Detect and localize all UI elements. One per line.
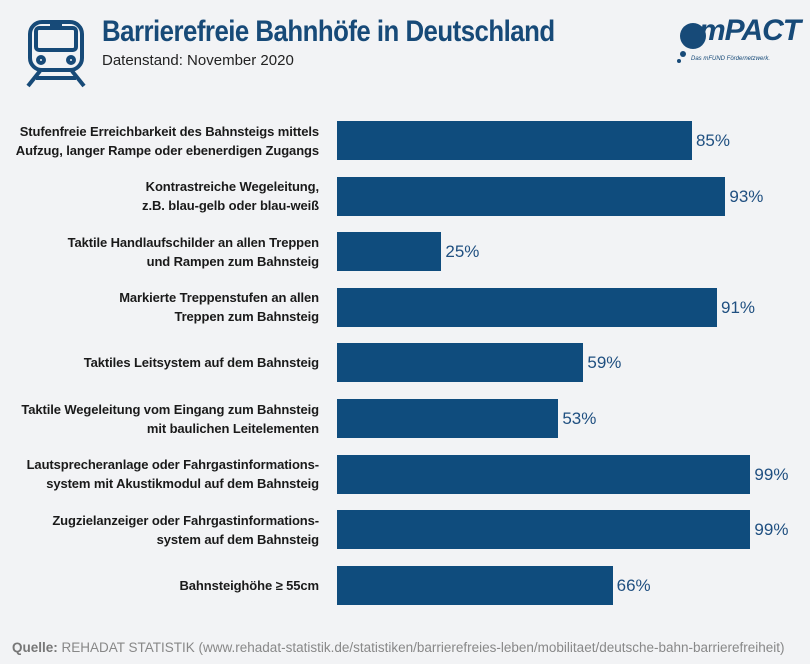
value-label: 99%: [754, 464, 789, 484]
category-label-line: Markierte Treppenstufen an allen: [119, 290, 319, 306]
category-label: Taktiles Leitsystem auf dem Bahnsteig: [84, 353, 319, 372]
category-label: Bahnsteighöhe ≥ 55cm: [179, 576, 319, 595]
category-label-line: Taktile Handlaufschilder an allen Treppe…: [67, 234, 320, 250]
logo-word: mPACT: [699, 14, 801, 47]
value-label: 53%: [562, 409, 597, 428]
source-label: Quelle:: [12, 640, 58, 655]
category-label-line: mit baulichen Leitelementen: [146, 420, 319, 436]
value-label: 85%: [695, 131, 730, 150]
source-note: Quelle: REHADAT STATISTIK (www.rehadat-s…: [12, 640, 785, 655]
value-label: 91%: [721, 297, 756, 317]
category-label: Taktile Handlaufschilder an allen Treppe…: [67, 233, 320, 271]
category-label: Zugzielanzeiger oder Fahrgastinformation…: [52, 511, 319, 549]
bar: [337, 176, 726, 216]
logo-bubbles-icon: [677, 23, 706, 63]
category-label-line: und Rampen zum Bahnsteig: [146, 253, 319, 269]
category-label: Lautsprecheranlage oder Fahrgastinformat…: [26, 455, 320, 493]
category-label: Markierte Treppenstufen an allen Treppen …: [119, 288, 319, 326]
category-label-line: Lautsprecheranlage oder Fahrgastinformat…: [26, 457, 320, 473]
mpact-logo: mPACT Das mFUND Fördernetzwerk.: [676, 14, 801, 66]
bar: [337, 232, 442, 272]
value-label: 25%: [445, 242, 480, 262]
bar: [337, 121, 692, 160]
category-label-line: Kontrastreiche Wegeleitung,: [145, 179, 319, 195]
bar: [337, 343, 584, 383]
category-label-line: Stufenfreie Erreichbarkeit des Bahnsteig…: [19, 123, 319, 139]
bar: [337, 510, 751, 550]
chart-title: Barrierefreie Bahnhöfe in Deutschland: [102, 15, 555, 48]
bar: [337, 565, 613, 605]
category-label-line: Taktiles Leitsystem auf dem Bahnsteig: [83, 355, 319, 371]
value-label: 93%: [729, 186, 764, 206]
source-text: REHADAT STATISTIK (www.rehadat-statistik…: [57, 640, 785, 655]
category-label-line: Bahnsteighöhe ≥ 55cm: [179, 577, 319, 593]
category-label-line: system mit Akustikmodul auf dem Bahnstei…: [46, 476, 319, 492]
bar: [337, 454, 751, 494]
bar: [337, 287, 718, 327]
chart-subtitle: Datenstand: November 2020: [102, 52, 294, 69]
category-label: Stufenfreie Erreichbarkeit des Bahnsteig…: [16, 122, 319, 160]
train-icon: [26, 20, 86, 88]
logo-tagline: Das mFUND Fördernetzwerk.: [691, 56, 771, 62]
category-label-line: system auf dem Bahnsteig: [156, 531, 319, 547]
value-label: 59%: [587, 353, 622, 373]
category-label-line: Zugzielanzeiger oder Fahrgastinformation…: [52, 512, 319, 528]
category-label-line: Taktile Wegeleitung vom Eingang zum Bahn…: [21, 401, 319, 417]
value-label: 66%: [616, 575, 651, 595]
bar: [337, 399, 559, 438]
category-label-line: z.B. blau-gelb oder blau-weiß: [142, 198, 319, 214]
category-label-line: Treppen zum Bahnsteig: [174, 309, 319, 325]
category-label: Kontrastreiche Wegeleitung, z.B. blau-gel…: [142, 177, 319, 215]
category-label-line: Aufzug, langer Rampe oder ebenerdigen Zu…: [15, 142, 319, 158]
category-label: Taktile Wegeleitung vom Eingang zum Bahn…: [21, 400, 319, 438]
value-label: 99%: [754, 520, 789, 540]
